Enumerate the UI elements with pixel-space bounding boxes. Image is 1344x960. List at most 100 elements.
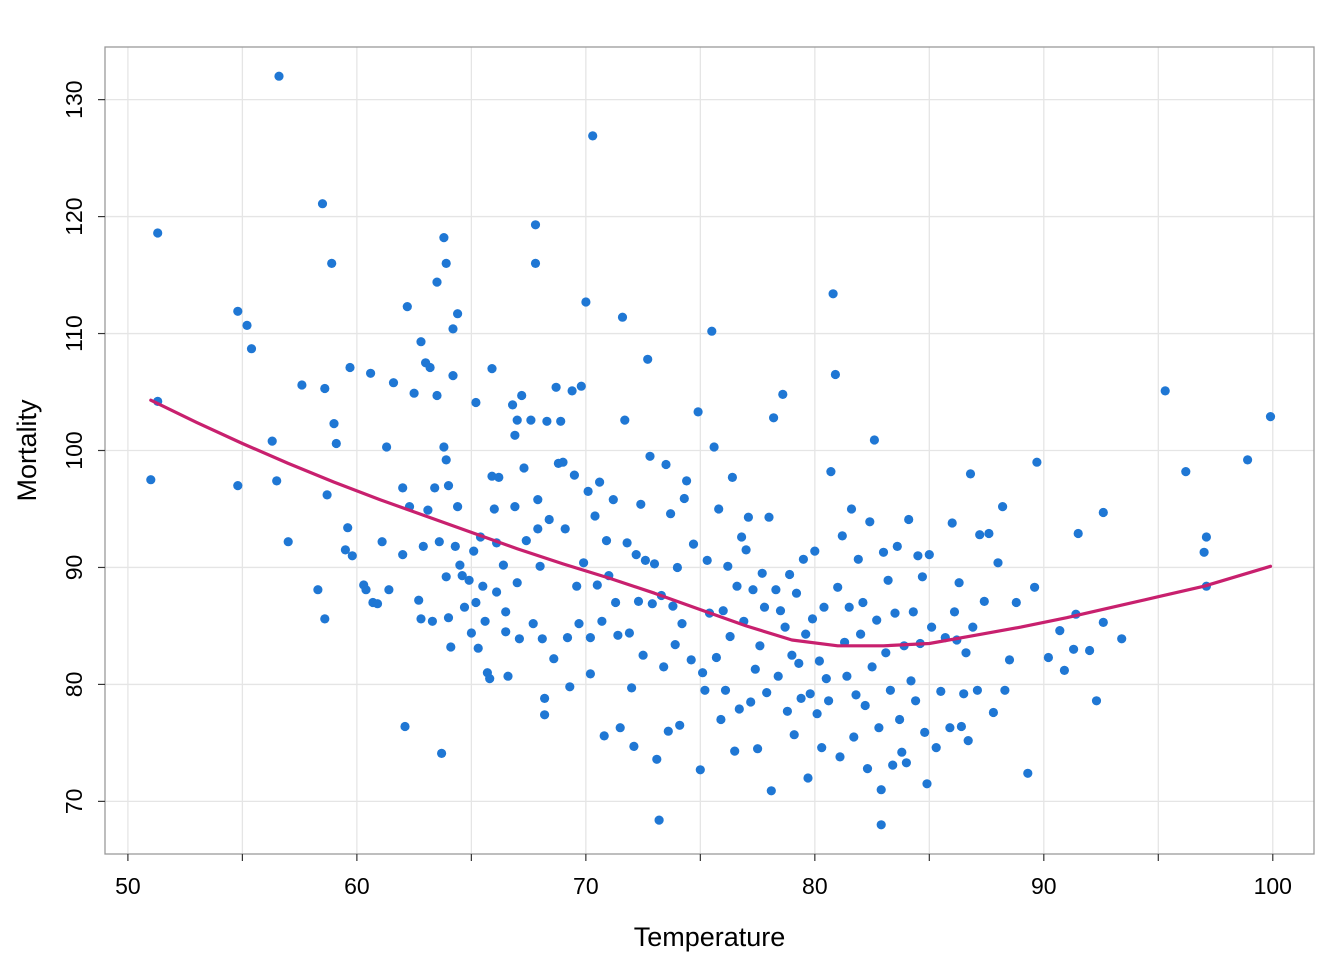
- data-point: [720, 685, 731, 695]
- data-point: [975, 530, 985, 540]
- data-point: [835, 752, 845, 762]
- data-point: [601, 536, 612, 546]
- data-point: [947, 518, 957, 528]
- data-point: [688, 539, 699, 549]
- data-point: [963, 736, 973, 746]
- data-point: [757, 568, 767, 578]
- data-point: [414, 595, 424, 605]
- data-point: [242, 320, 252, 330]
- data-point: [1243, 455, 1253, 465]
- data-point: [668, 601, 678, 611]
- data-point: [551, 382, 561, 392]
- data-point: [908, 607, 918, 617]
- data-point: [487, 364, 497, 374]
- data-point: [1059, 665, 1069, 676]
- data-point: [1011, 597, 1021, 608]
- data-point: [579, 558, 589, 568]
- data-point: [780, 622, 790, 632]
- data-point: [785, 569, 795, 580]
- data-point: [927, 622, 937, 632]
- data-point: [1265, 412, 1276, 422]
- data-point: [512, 415, 522, 425]
- data-point: [457, 571, 467, 581]
- data-point: [439, 442, 449, 452]
- data-point: [423, 505, 433, 515]
- data-point: [782, 706, 793, 716]
- data-point: [707, 326, 717, 336]
- data-point: [643, 354, 653, 364]
- data-point: [922, 779, 932, 789]
- x-axis-title: Temperature: [634, 922, 786, 952]
- data-point: [881, 648, 891, 658]
- data-point: [400, 721, 410, 732]
- y-tick-label: 70: [61, 789, 87, 815]
- data-point: [272, 476, 282, 486]
- data-point: [936, 686, 946, 697]
- data-point: [856, 629, 866, 639]
- data-point: [585, 633, 596, 643]
- data-point: [480, 616, 490, 626]
- data-point: [1032, 457, 1042, 467]
- data-point: [945, 723, 955, 733]
- data-point: [388, 378, 399, 388]
- data-point: [677, 619, 687, 629]
- data-point: [398, 483, 408, 493]
- data-point: [716, 714, 726, 725]
- data-point: [441, 455, 451, 465]
- data-point: [233, 481, 243, 491]
- data-point: [510, 430, 520, 440]
- smooth-curve: [149, 398, 1273, 648]
- data-point: [702, 555, 712, 566]
- data-point: [824, 696, 834, 706]
- data-point: [233, 306, 243, 316]
- data-point: [652, 754, 662, 764]
- data-point: [931, 743, 941, 753]
- data-point: [876, 820, 886, 830]
- data-point: [274, 71, 284, 81]
- y-tick-label: 130: [61, 80, 87, 118]
- data-point: [437, 748, 447, 759]
- data-point: [718, 606, 728, 616]
- data-point: [998, 502, 1008, 512]
- data-point: [535, 561, 545, 571]
- data-point: [517, 390, 527, 401]
- data-point: [810, 546, 820, 556]
- data-point: [830, 369, 841, 380]
- data-point: [885, 685, 896, 695]
- data-point: [430, 483, 440, 493]
- data-point: [453, 309, 463, 319]
- data-point: [448, 371, 458, 381]
- data-point: [519, 463, 529, 473]
- data-point: [714, 504, 724, 514]
- data-point: [748, 585, 758, 595]
- data-point: [878, 547, 889, 557]
- data-point: [556, 416, 566, 426]
- data-point: [771, 585, 781, 595]
- data-point: [569, 470, 580, 480]
- data-point: [753, 744, 763, 754]
- data-point: [448, 324, 458, 334]
- data-point: [755, 641, 765, 651]
- x-tick-label: 50: [115, 873, 141, 899]
- data-point: [283, 537, 293, 547]
- data-point: [645, 451, 655, 461]
- data-point: [581, 297, 591, 307]
- data-point: [791, 588, 802, 598]
- data-point: [146, 475, 156, 485]
- data-point: [562, 633, 573, 643]
- data-point: [709, 442, 719, 452]
- data-point: [904, 514, 914, 525]
- data-point: [984, 528, 994, 539]
- data-point: [432, 390, 442, 401]
- data-point: [331, 438, 341, 449]
- data-point: [858, 597, 868, 608]
- data-point: [565, 682, 575, 692]
- data-point: [972, 685, 983, 695]
- data-point: [1098, 617, 1108, 628]
- data-point: [851, 690, 861, 700]
- data-point: [762, 688, 772, 698]
- data-point: [746, 697, 756, 707]
- data-point: [670, 640, 680, 650]
- data-point: [769, 413, 779, 423]
- data-point: [638, 650, 648, 660]
